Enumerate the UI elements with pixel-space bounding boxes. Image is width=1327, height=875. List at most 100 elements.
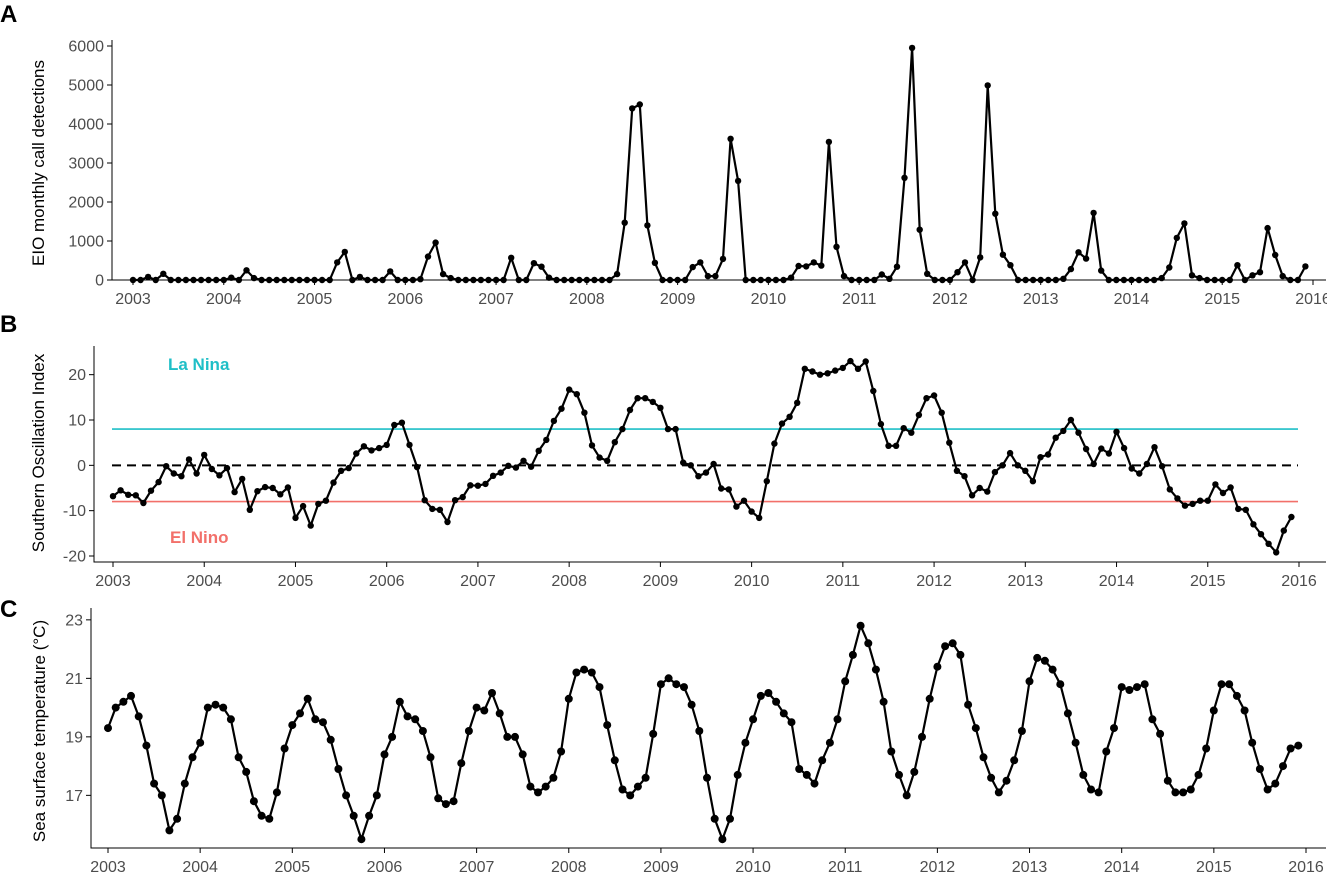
panel-c-x-ticks: 2003 2004 2005 2006 2007 2008 2009 2010 2011 2012… [90,848,1324,875]
data-point [180,779,189,788]
data-point [182,276,190,284]
data-point [794,399,801,406]
y-tick-label: 20 [68,367,86,384]
data-point [261,483,269,491]
data-point [337,467,345,474]
data-point [1279,272,1286,280]
x-tick-label: 2006 [369,573,405,590]
data-point [1040,656,1049,665]
x-tick-label: 2004 [182,859,218,875]
panel-b-data-points [109,357,1295,556]
data-point [1098,445,1105,452]
x-tick-label: 2007 [459,859,495,875]
data-point [1256,269,1264,276]
data-point [1017,727,1026,735]
data-point [1010,756,1019,765]
data-point [680,683,688,692]
data-point [961,473,968,480]
data-point [1067,416,1075,424]
data-point [604,457,611,464]
data-point [991,468,999,476]
data-point [523,276,530,284]
data-point [833,243,840,250]
data-point [870,387,877,395]
data-point [391,421,398,429]
data-point [910,767,919,776]
data-point [742,276,749,284]
data-point [856,621,865,630]
data-point [1090,460,1097,468]
data-point [803,263,810,270]
data-point [1148,715,1157,724]
data-point [462,276,469,284]
data-point [1197,497,1204,504]
panel-b-soi-chart: B Southern Oscillation Index La Nina El … [0,311,1326,590]
data-point [1033,653,1042,662]
data-point [372,791,381,800]
data-point [948,639,957,648]
data-point [1204,497,1212,504]
data-point [908,44,916,52]
x-tick-label: 2006 [367,859,403,875]
data-point [933,662,942,671]
data-point [1241,276,1249,284]
data-point [778,420,786,427]
data-point [1022,467,1029,474]
data-point [771,440,778,447]
data-point [111,703,120,712]
data-point [459,493,466,501]
data-point [550,417,558,425]
y-tick-label: -10 [63,503,86,520]
data-point [908,429,915,436]
data-point [318,276,326,284]
data-point [1302,263,1309,270]
panel-a-series-line [133,46,1307,282]
data-point [1174,495,1181,502]
data-point [848,650,857,659]
data-point [231,488,238,496]
data-point [326,735,335,744]
data-point [1014,462,1021,469]
data-point [1286,744,1295,753]
x-tick-label: 2008 [551,573,587,590]
data-point [916,226,923,233]
data-point [1151,444,1158,451]
data-point [1102,747,1111,756]
data-point [1166,486,1174,493]
x-tick-label: 2003 [115,291,151,308]
data-point [534,788,542,797]
data-point [190,276,197,284]
data-point [219,703,228,712]
data-point [1052,276,1060,284]
data-point [795,262,802,270]
data-point [1052,434,1059,441]
data-point [1037,454,1044,461]
data-point [526,782,535,791]
x-tick-label: 2005 [278,573,314,590]
data-point [545,274,553,281]
data-point [527,463,535,470]
y-tick-label: 21 [65,671,83,688]
data-point [1025,677,1034,686]
data-point [1128,276,1135,284]
panel-b-axis-lines [93,346,1326,563]
data-point [1219,276,1226,284]
data-point [1150,276,1158,284]
data-point [664,674,673,683]
data-point [786,413,793,420]
y-tick-label: -20 [63,549,86,566]
data-point [134,712,143,721]
data-point [216,472,223,479]
data-point [1171,788,1180,797]
y-tick-label: 0 [95,273,104,290]
data-point [893,263,901,270]
y-tick-label: 0 [77,458,86,475]
panel-c-letter: C [0,596,17,623]
data-point [603,721,612,730]
data-point [411,715,420,724]
la-nina-label: La Nina [168,355,230,374]
data-point [568,276,575,284]
data-point [429,505,436,513]
data-point [642,395,649,402]
data-point [250,274,258,282]
